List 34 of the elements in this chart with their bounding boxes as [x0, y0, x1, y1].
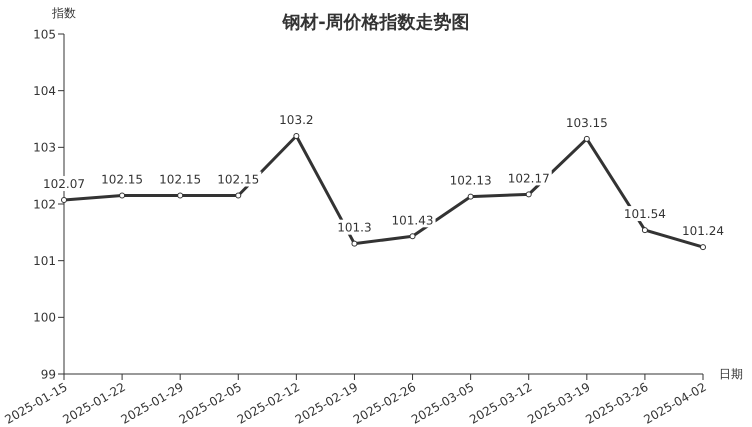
point	[119, 192, 126, 198]
data-label: 103.2	[279, 113, 314, 127]
chart-title: 钢材-周价格指数走势图	[282, 12, 470, 33]
data-label: 102.15	[159, 172, 202, 186]
point	[642, 227, 648, 234]
x-axis-title: 日期	[719, 366, 743, 383]
point	[293, 133, 300, 139]
data-label: 102.15	[101, 172, 144, 186]
data-label: 101.54	[624, 207, 666, 222]
y-tick-label: 101	[33, 254, 56, 268]
point	[410, 233, 416, 240]
data-label: 102.07	[43, 177, 85, 192]
point	[351, 240, 358, 247]
y-axis-title: 指数	[52, 5, 76, 22]
data-label: 102.13	[450, 174, 492, 188]
point	[61, 197, 67, 204]
point	[235, 192, 242, 198]
y-tick-label: 103	[33, 140, 56, 155]
point	[177, 192, 184, 198]
data-label: 101.3	[337, 220, 372, 235]
point	[700, 244, 706, 250]
data-label: 102.17	[508, 171, 550, 186]
y-tick-label: 100	[33, 310, 56, 325]
data-label: 103.15	[566, 116, 608, 130]
y-tick-label: 105	[33, 27, 56, 42]
y-tick-label: 104	[33, 84, 56, 98]
y-tick-label: 102	[33, 197, 56, 212]
point	[526, 191, 532, 198]
data-label: 102.15	[217, 172, 260, 186]
point	[584, 136, 590, 142]
data-label: 101.43	[392, 213, 434, 228]
y-tick-label: 99	[40, 367, 56, 382]
point	[468, 194, 474, 200]
data-label: 101.24	[682, 224, 724, 238]
